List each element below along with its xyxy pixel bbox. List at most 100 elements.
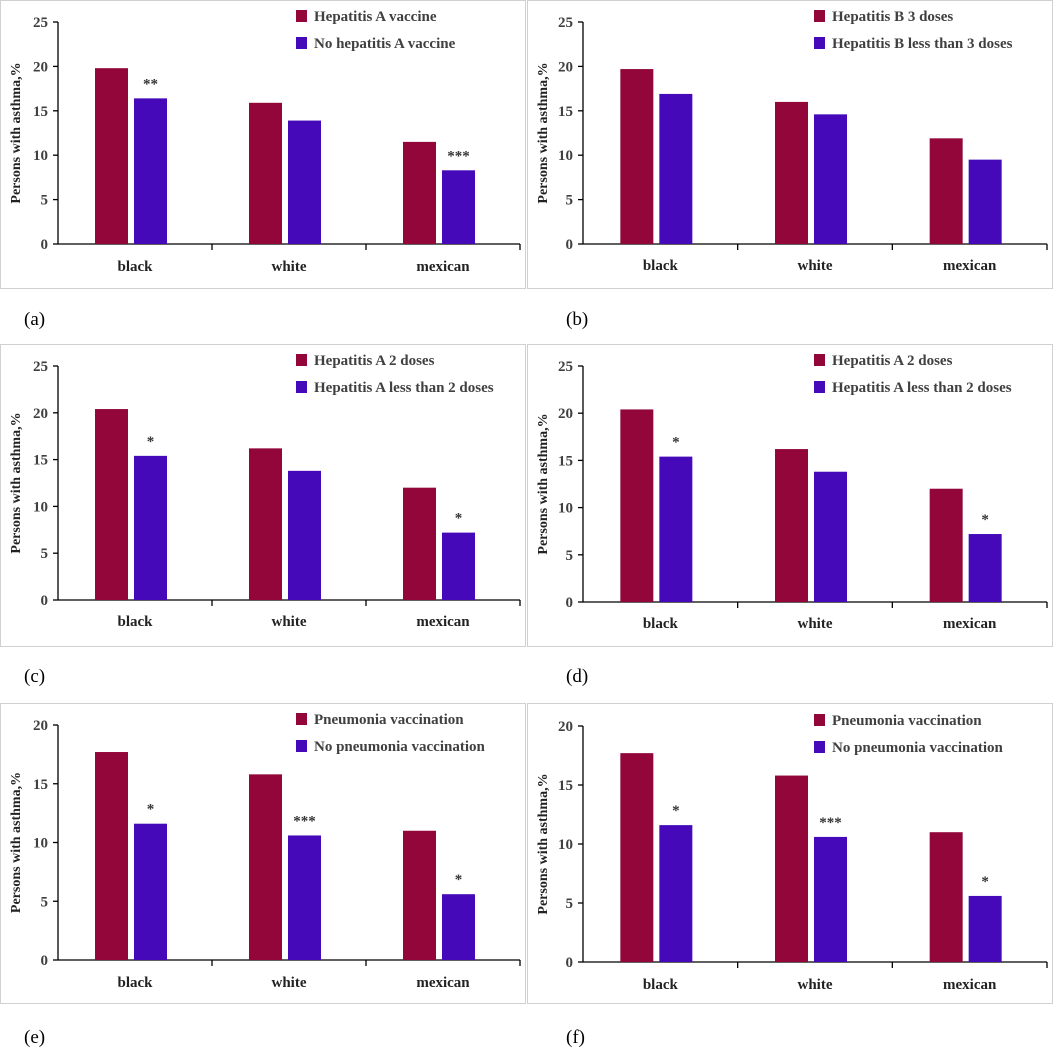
y-tick-label: 0 — [41, 593, 49, 609]
category-label: mexican — [943, 977, 997, 993]
chart-panel-b: 0 5 10 15 20 25 Persons with asthma,% black whit… — [527, 0, 1053, 289]
y-tick-label: 20 — [33, 718, 48, 734]
panel-frame — [0, 703, 526, 1004]
bar-mexican-series1 — [929, 832, 963, 962]
chart-panel-c: 0 5 10 15 20 25 Persons with asthma,% black * whi… — [0, 344, 526, 647]
bar-mexican-series2 — [442, 894, 475, 960]
significance-marker: * — [455, 872, 463, 888]
y-tick-label: 5 — [41, 894, 49, 910]
significance-marker: * — [672, 803, 680, 819]
category-label: white — [272, 259, 307, 275]
y-tick-label: 10 — [33, 836, 48, 852]
category-label: mexican — [416, 975, 470, 991]
significance-marker: * — [981, 874, 989, 890]
y-tick-label: 15 — [558, 453, 573, 469]
category-label: white — [272, 614, 307, 630]
legend-label-2: Hepatitis A less than 2 doses — [314, 380, 494, 396]
y-tick-label: 20 — [558, 719, 573, 735]
y-tick-label: 0 — [41, 237, 49, 253]
y-axis-label: Persons with asthma,% — [9, 412, 24, 553]
panel-frame — [0, 0, 526, 289]
bar-black-series2 — [134, 455, 167, 600]
y-tick-label: 10 — [33, 499, 48, 515]
bar-white-series1 — [775, 449, 808, 602]
bar-mexican-series2 — [968, 895, 1002, 962]
y-axis-label: Persons with asthma,% — [536, 773, 551, 914]
legend-label-2: No pneumonia vaccination — [314, 739, 486, 755]
y-axis-label: Persons with asthma,% — [536, 413, 551, 554]
panel-label-b: (b) — [566, 309, 589, 330]
bar-white-series1 — [775, 101, 808, 244]
bar-white-series2 — [814, 114, 847, 245]
bar-black-series1 — [95, 752, 128, 960]
y-tick-label: 20 — [33, 406, 48, 422]
y-tick-label: 15 — [33, 453, 48, 469]
category-label: black — [643, 258, 679, 274]
y-tick-label: 10 — [558, 501, 573, 517]
legend-label-1: Hepatitis A 2 doses — [832, 353, 953, 369]
legend-swatch-1 — [296, 713, 307, 725]
bar-white-series2 — [814, 471, 847, 602]
chart-panel-d: 0 5 10 15 20 25 Persons with asthma,% black * whi… — [527, 344, 1053, 647]
y-tick-label: 25 — [33, 359, 48, 375]
y-tick-label: 15 — [558, 104, 573, 120]
bar-black-series1 — [95, 409, 128, 600]
bar-black-series1 — [95, 68, 128, 245]
legend-swatch-2 — [814, 381, 825, 393]
category-label: black — [643, 616, 679, 632]
legend-swatch-1 — [814, 354, 825, 366]
bar-black-series1 — [620, 753, 654, 962]
category-label: mexican — [416, 614, 470, 630]
legend-label-1: Pneumonia vaccination — [832, 713, 982, 729]
bar-black-series2 — [659, 456, 693, 602]
bar-black-series1 — [620, 409, 654, 602]
legend-swatch-2 — [296, 37, 307, 49]
legend-label-1: Pneumonia vaccination — [314, 712, 464, 728]
bar-white-series2 — [814, 836, 847, 962]
category-label: mexican — [943, 258, 997, 274]
panel-label-e: (e) — [24, 1027, 46, 1048]
legend-label-2: No hepatitis A vaccine — [314, 36, 456, 52]
bar-mexican-series1 — [403, 830, 436, 960]
legend-swatch-1 — [814, 10, 825, 22]
panel-label-f: (f) — [566, 1027, 585, 1048]
legend-swatch-2 — [296, 381, 307, 393]
legend-swatch-2 — [814, 37, 825, 49]
y-tick-label: 5 — [41, 546, 49, 562]
y-tick-label: 20 — [558, 59, 573, 75]
y-tick-label: 0 — [566, 955, 574, 971]
y-axis-label: Persons with asthma,% — [9, 772, 24, 913]
significance-marker: ** — [143, 76, 158, 92]
y-tick-label: 10 — [558, 148, 573, 164]
y-tick-label: 10 — [558, 837, 573, 853]
chart-panel-f: 0 5 10 15 20 Persons with asthma,% black * white… — [527, 703, 1053, 1004]
legend-swatch-2 — [296, 740, 307, 752]
bar-white-series2 — [288, 835, 321, 960]
category-label: white — [798, 977, 833, 993]
bar-white-series1 — [249, 448, 282, 600]
y-tick-label: 15 — [33, 777, 48, 793]
category-label: black — [117, 259, 153, 275]
category-label: black — [117, 614, 153, 630]
category-label: mexican — [943, 616, 997, 632]
category-label: mexican — [416, 259, 470, 275]
y-tick-label: 0 — [566, 595, 574, 611]
y-tick-label: 5 — [566, 548, 574, 564]
y-axis-label: Persons with asthma,% — [9, 62, 24, 203]
y-tick-label: 20 — [33, 59, 48, 75]
category-label: white — [798, 258, 833, 274]
chart-panel-a: 0 5 10 15 20 25 Persons with asthma,% black ** wh… — [0, 0, 526, 289]
significance-marker: * — [147, 802, 155, 818]
panel-frame — [0, 344, 526, 647]
bar-black-series1 — [620, 69, 654, 245]
category-label: black — [117, 975, 153, 991]
category-label: white — [798, 616, 833, 632]
y-tick-label: 0 — [566, 237, 574, 253]
panel-label-a: (a) — [24, 309, 46, 330]
y-tick-label: 25 — [558, 15, 573, 31]
y-tick-label: 25 — [33, 15, 48, 31]
bar-white-series1 — [775, 775, 808, 962]
legend-label-1: Hepatitis A 2 doses — [314, 353, 435, 369]
legend-swatch-1 — [296, 10, 307, 22]
